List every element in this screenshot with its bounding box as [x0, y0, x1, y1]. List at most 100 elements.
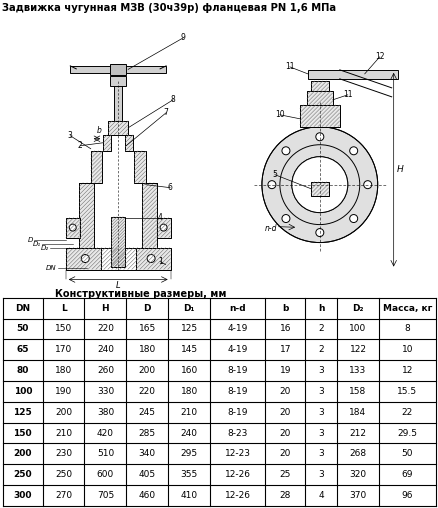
- Bar: [66, 217, 80, 238]
- Text: 212: 212: [349, 429, 366, 437]
- Text: 7: 7: [163, 108, 168, 117]
- Text: 20: 20: [279, 387, 290, 396]
- Text: 600: 600: [97, 470, 114, 479]
- Text: 3: 3: [318, 408, 323, 417]
- Bar: [70, 66, 166, 73]
- Text: 11: 11: [342, 90, 352, 100]
- Text: D: D: [28, 237, 33, 242]
- Text: 3: 3: [68, 131, 73, 140]
- Text: 2: 2: [78, 141, 82, 150]
- Text: 16: 16: [279, 325, 290, 333]
- Text: 133: 133: [349, 366, 366, 375]
- Bar: [91, 151, 102, 183]
- Text: H: H: [396, 165, 403, 174]
- Circle shape: [81, 255, 89, 263]
- Text: 69: 69: [401, 470, 412, 479]
- Circle shape: [363, 181, 371, 188]
- Text: D₁: D₁: [183, 304, 194, 312]
- Bar: [103, 135, 111, 151]
- Text: 20: 20: [279, 450, 290, 458]
- Text: 380: 380: [97, 408, 114, 417]
- Text: 220: 220: [97, 325, 114, 333]
- Text: 28: 28: [279, 491, 290, 500]
- Text: 4: 4: [157, 213, 162, 222]
- Text: 158: 158: [349, 387, 366, 396]
- Bar: [307, 70, 397, 79]
- Text: 8-19: 8-19: [227, 366, 247, 375]
- Text: 370: 370: [349, 491, 366, 500]
- Bar: [108, 121, 128, 135]
- Text: 12-26: 12-26: [224, 470, 250, 479]
- Text: 3: 3: [318, 450, 323, 458]
- Text: H: H: [101, 304, 109, 312]
- Text: 190: 190: [55, 387, 72, 396]
- Bar: [110, 76, 126, 86]
- Circle shape: [281, 214, 289, 223]
- Text: 200: 200: [14, 450, 32, 458]
- Text: 180: 180: [55, 366, 72, 375]
- Text: 96: 96: [401, 491, 412, 500]
- Text: 250: 250: [14, 470, 32, 479]
- Text: 4-19: 4-19: [227, 345, 247, 354]
- Text: Конструктивные размеры, мм: Конструктивные размеры, мм: [55, 289, 226, 299]
- Circle shape: [349, 147, 357, 155]
- Text: 268: 268: [349, 450, 366, 458]
- Text: 12: 12: [374, 52, 384, 61]
- Text: 12: 12: [401, 366, 412, 375]
- Bar: [142, 183, 157, 247]
- Text: 100: 100: [14, 387, 32, 396]
- Text: 3: 3: [318, 470, 323, 479]
- Bar: [103, 135, 111, 151]
- Text: Задвижка чугунная МЗВ (30ч39р) фланцевая РN 1,6 МПа: Задвижка чугунная МЗВ (30ч39р) фланцевая…: [2, 3, 336, 13]
- Text: 410: 410: [180, 491, 198, 500]
- Text: L: L: [60, 304, 66, 312]
- Text: D: D: [143, 304, 151, 312]
- Text: 80: 80: [17, 366, 29, 375]
- Circle shape: [291, 156, 347, 213]
- Bar: [310, 81, 328, 91]
- Bar: [79, 183, 94, 247]
- Text: 20: 20: [279, 429, 290, 437]
- Text: DN: DN: [46, 265, 57, 271]
- Text: 50: 50: [401, 450, 412, 458]
- Text: 150: 150: [14, 429, 32, 437]
- Text: 122: 122: [349, 345, 366, 354]
- Text: 17: 17: [279, 345, 290, 354]
- Text: 245: 245: [138, 408, 155, 417]
- Text: 100: 100: [349, 325, 366, 333]
- Bar: [125, 135, 133, 151]
- Bar: [142, 183, 157, 247]
- Text: 8-23: 8-23: [227, 429, 247, 437]
- Bar: [111, 216, 125, 267]
- Text: 240: 240: [180, 429, 197, 437]
- Text: 320: 320: [349, 470, 366, 479]
- Bar: [66, 217, 80, 238]
- Text: 180: 180: [180, 387, 198, 396]
- Bar: [310, 182, 328, 196]
- Text: 330: 330: [97, 387, 114, 396]
- Text: 295: 295: [180, 450, 198, 458]
- Bar: [310, 81, 328, 91]
- Text: 250: 250: [55, 470, 72, 479]
- Text: D₂: D₂: [41, 244, 49, 250]
- Circle shape: [69, 224, 76, 231]
- Text: 25: 25: [279, 470, 290, 479]
- Text: n-d: n-d: [229, 304, 246, 312]
- Text: 420: 420: [97, 429, 114, 437]
- Bar: [306, 91, 332, 105]
- Text: L: L: [116, 281, 120, 291]
- Bar: [134, 151, 145, 183]
- Text: 9: 9: [180, 34, 185, 43]
- Text: 8-19: 8-19: [227, 408, 247, 417]
- Text: 184: 184: [349, 408, 366, 417]
- Text: 270: 270: [55, 491, 72, 500]
- Text: D₂: D₂: [351, 304, 363, 312]
- Text: 200: 200: [138, 366, 155, 375]
- Text: 220: 220: [138, 387, 155, 396]
- Text: 4: 4: [318, 491, 323, 500]
- Text: 170: 170: [55, 345, 72, 354]
- Circle shape: [349, 214, 357, 223]
- Text: 29.5: 29.5: [396, 429, 417, 437]
- Bar: [299, 105, 339, 127]
- Bar: [110, 64, 126, 75]
